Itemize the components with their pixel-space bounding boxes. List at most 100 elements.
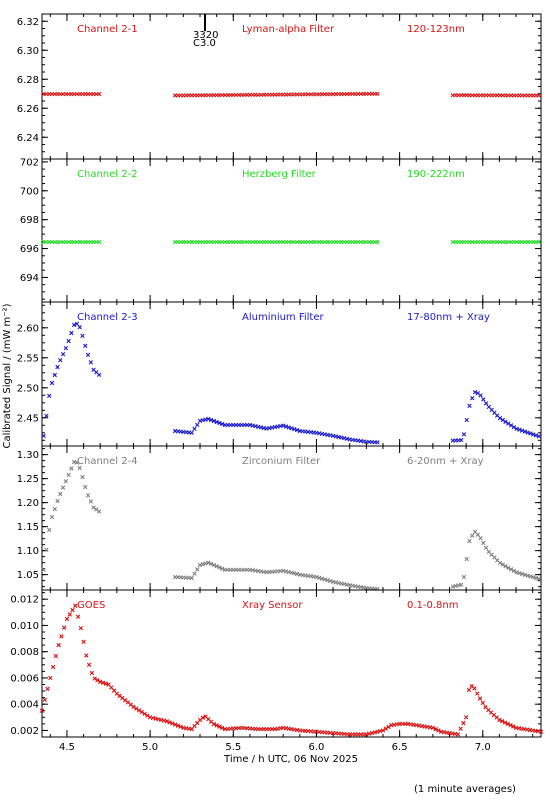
data-point xyxy=(436,728,441,733)
data-point xyxy=(74,321,80,326)
data-point xyxy=(375,239,380,245)
data-point xyxy=(502,720,508,725)
data-point xyxy=(433,726,438,732)
data-point xyxy=(60,352,66,357)
data-point xyxy=(220,421,225,427)
data-point xyxy=(55,364,60,370)
series-p3 xyxy=(41,321,541,445)
data-point xyxy=(73,603,78,608)
x-tick-label: 6.0 xyxy=(308,742,324,753)
y-tick-label: 6.30 xyxy=(17,46,39,57)
data-point xyxy=(500,562,505,567)
data-point xyxy=(536,434,541,439)
data-point xyxy=(536,239,541,245)
panel-p3: 2.45 2.50 2.55 2.60 Channel 2-3 Aluminium Fil… xyxy=(17,301,542,447)
series-p4 xyxy=(41,459,541,592)
data-point xyxy=(217,724,222,729)
data-point xyxy=(286,425,291,430)
data-point xyxy=(503,419,508,424)
data-point xyxy=(497,415,503,421)
data-point xyxy=(74,460,80,465)
data-point xyxy=(289,426,294,431)
series-p5 xyxy=(39,603,544,737)
y-tick-label: 6.28 xyxy=(17,75,39,86)
data-point xyxy=(206,416,211,422)
y-tick-label: 0.010 xyxy=(10,621,39,632)
data-point xyxy=(525,430,530,435)
data-point xyxy=(217,565,222,570)
data-point xyxy=(63,479,69,484)
data-point xyxy=(208,417,214,423)
data-point xyxy=(464,417,469,423)
data-point xyxy=(280,423,286,428)
data-point xyxy=(96,509,102,514)
panel-p1: 6.24 6.26 6.28 6.30 6.32 Channel 2-1 Lyman-alp… xyxy=(17,13,542,160)
data-point xyxy=(214,564,219,569)
data-point xyxy=(211,721,217,727)
y-tick-label: 694 xyxy=(20,273,39,284)
data-point xyxy=(64,616,70,622)
data-point xyxy=(461,432,467,437)
data-point xyxy=(84,653,89,658)
data-point xyxy=(386,724,391,730)
data-point xyxy=(208,561,214,567)
data-point xyxy=(511,568,517,574)
data-point xyxy=(217,420,222,426)
data-point xyxy=(167,720,172,725)
data-point xyxy=(189,575,194,581)
data-point xyxy=(67,612,72,617)
x-tick-label: 7.0 xyxy=(475,742,491,753)
x-tick-label: 4.5 xyxy=(59,742,75,753)
data-point xyxy=(211,418,217,424)
data-point xyxy=(497,560,503,566)
y-tick-label: 0.004 xyxy=(10,700,39,711)
data-point xyxy=(88,499,93,504)
data-point xyxy=(71,322,77,328)
data-point xyxy=(56,642,61,648)
data-point xyxy=(214,723,219,728)
data-point xyxy=(55,498,60,504)
data-point xyxy=(477,696,483,701)
data-point xyxy=(206,560,211,565)
y-tick-label: 0.008 xyxy=(10,647,39,658)
data-point xyxy=(514,426,519,431)
data-point xyxy=(44,413,49,418)
data-point xyxy=(66,338,71,344)
y-tick-label: 696 xyxy=(20,244,39,255)
data-point xyxy=(78,625,84,631)
data-point xyxy=(517,427,522,432)
series-p2 xyxy=(41,239,541,245)
panel-frame xyxy=(41,301,542,447)
panel-frame xyxy=(41,445,542,591)
data-point xyxy=(478,535,483,541)
data-point xyxy=(96,239,102,245)
data-point xyxy=(211,562,217,568)
data-point xyxy=(83,484,88,490)
data-point xyxy=(470,533,475,538)
data-point xyxy=(220,725,225,731)
data-point xyxy=(483,545,489,550)
data-point xyxy=(142,711,147,717)
data-point xyxy=(47,527,52,533)
data-point xyxy=(100,680,106,685)
data-point xyxy=(85,493,91,498)
data-point xyxy=(47,393,52,398)
data-point xyxy=(88,360,93,365)
panel-p2: 694 696 698 700 702 Channel 2-2 Herzberg Filte… xyxy=(20,157,542,303)
data-point xyxy=(145,713,150,718)
panel-label: Channel 2-3 xyxy=(77,312,138,323)
y-tick-label: 0.012 xyxy=(10,595,39,606)
data-point xyxy=(531,432,536,437)
data-point xyxy=(458,726,463,731)
data-point xyxy=(80,474,85,480)
y-tick-label: 2.45 xyxy=(17,413,39,424)
panel-label: Herzberg Filter xyxy=(242,169,317,180)
data-point xyxy=(472,686,477,691)
data-point xyxy=(478,393,483,398)
data-point xyxy=(380,728,386,733)
data-point xyxy=(508,567,514,572)
data-point xyxy=(480,700,485,706)
data-point xyxy=(466,687,472,693)
data-point xyxy=(66,472,71,477)
data-point xyxy=(472,390,478,395)
